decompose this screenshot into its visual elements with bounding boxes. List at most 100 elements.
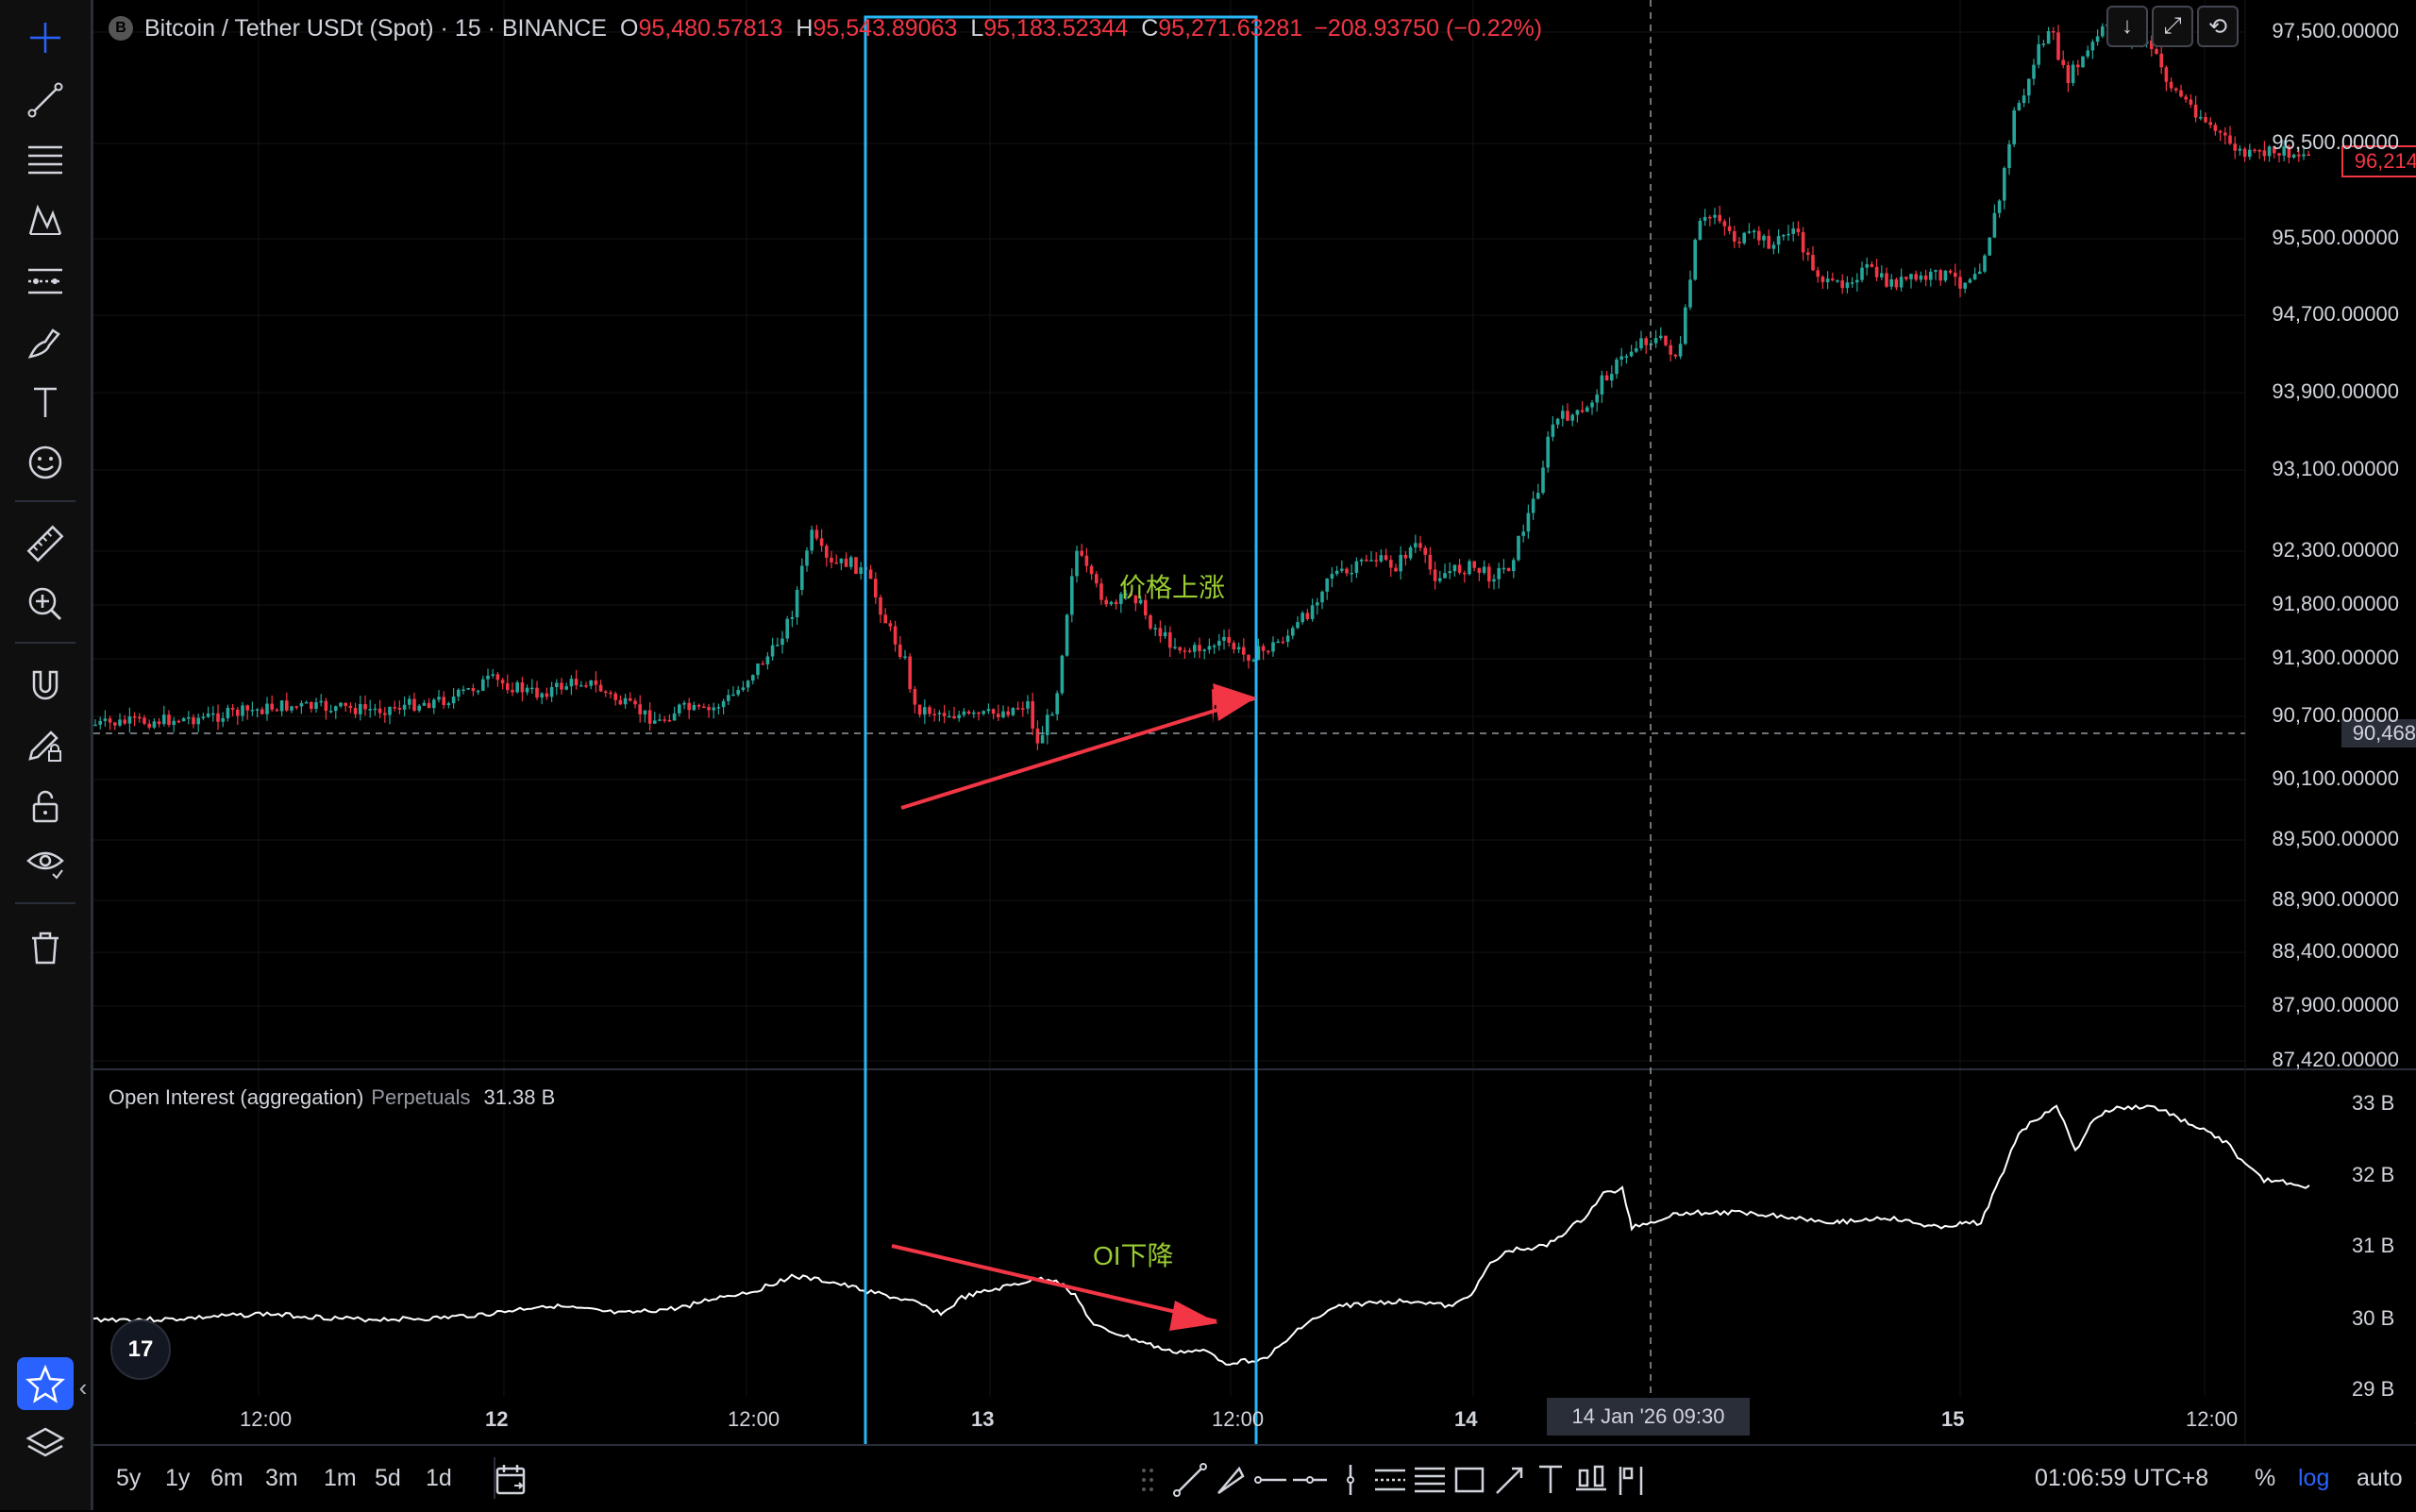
candle-body — [417, 705, 421, 711]
auto-scale-button[interactable]: auto — [2357, 1465, 2403, 1491]
settings-button[interactable] — [2409, 1406, 2416, 1440]
candle-body — [1242, 647, 1246, 655]
candle-body — [770, 645, 775, 657]
crosshair-tool[interactable] — [17, 11, 74, 64]
price-up-annotation[interactable]: 价格上涨 — [1119, 573, 1226, 602]
candle-body — [2022, 95, 2026, 104]
fullscreen-button[interactable]: ⤢ — [2152, 6, 2193, 47]
horizontal-line-tool[interactable] — [1285, 1455, 1334, 1504]
prediction-tool[interactable] — [17, 255, 74, 308]
trend-line-tool[interactable] — [1166, 1455, 1215, 1504]
refresh-button[interactable]: ⟲ — [2197, 6, 2239, 47]
text-tool[interactable] — [1526, 1455, 1575, 1504]
candle-body — [211, 713, 215, 715]
clock[interactable]: 01:06:59 UTC+8 — [2035, 1465, 2209, 1491]
candle-body — [1015, 707, 1020, 710]
candle-body — [2223, 132, 2227, 136]
candle-body — [776, 645, 780, 647]
candle-body — [810, 529, 814, 551]
trash-tool[interactable] — [17, 921, 74, 974]
candle-body — [1899, 277, 1904, 288]
candle-body — [363, 703, 367, 710]
candle-body — [1433, 569, 1437, 581]
log-scale-button[interactable]: log — [2298, 1465, 2330, 1491]
fib-tool[interactable] — [17, 134, 74, 187]
emoji-tool[interactable] — [17, 436, 74, 489]
candle-body — [2297, 154, 2301, 157]
favorites-tool[interactable] — [17, 1357, 74, 1410]
chart-area[interactable]: B Bitcoin / Tether USDt (Spot) · 15 · BI… — [93, 0, 2416, 1444]
tradingview-logo[interactable]: 17 — [110, 1319, 171, 1380]
candle-body — [1776, 236, 1781, 245]
price-axis-label: 87,900.00000 — [2272, 993, 2399, 1016]
text-tool[interactable] — [17, 376, 74, 428]
candle-body — [560, 682, 563, 690]
candle-body — [977, 712, 981, 714]
eye-tool[interactable] — [17, 836, 74, 889]
brush-tool[interactable] — [17, 315, 74, 368]
candle-body — [1011, 707, 1015, 715]
rectangle-tool[interactable] — [1445, 1455, 1494, 1504]
candle-body — [265, 703, 269, 714]
candle-body — [569, 679, 574, 687]
candle-body — [1089, 565, 1094, 575]
candlestick-series — [93, 18, 2310, 750]
magnet-tool[interactable] — [17, 659, 74, 712]
candle-body — [879, 596, 882, 615]
ruler-tool[interactable] — [17, 517, 74, 570]
candle-body — [609, 692, 612, 695]
candle-body — [555, 682, 559, 688]
object-tree-tool[interactable] — [17, 1418, 74, 1470]
candle-body — [515, 681, 519, 693]
candle-body — [1688, 279, 1692, 308]
download-button[interactable]: ↓ — [2106, 6, 2148, 47]
long-position-tool[interactable] — [1567, 1455, 1616, 1504]
oi-down-annotation[interactable]: OI下降 — [1093, 1241, 1174, 1270]
candle-body — [584, 685, 588, 687]
candle-body — [1232, 643, 1236, 650]
prediction-icon — [28, 268, 62, 294]
range-button-5y[interactable]: 5y — [116, 1465, 142, 1491]
candle-body — [1080, 550, 1083, 556]
candle-body — [285, 700, 289, 711]
collapse-toolbar-button[interactable]: ‹ — [78, 1373, 88, 1402]
vertical-line-tool[interactable] — [1326, 1455, 1375, 1504]
parallel-channel-tool[interactable] — [1366, 1455, 1415, 1504]
lock-drawing-tool[interactable] — [17, 719, 74, 772]
candle-body — [1742, 232, 1746, 244]
candle-body — [2204, 117, 2207, 123]
pattern-tool[interactable] — [17, 194, 74, 247]
trend-line-tool[interactable] — [17, 74, 74, 126]
range-button-1d[interactable]: 1d — [426, 1465, 452, 1491]
unlock-tool[interactable] — [17, 780, 74, 832]
range-button-6m[interactable]: 6m — [210, 1465, 243, 1491]
candle-body — [457, 689, 461, 697]
range-button-5d[interactable]: 5d — [375, 1465, 401, 1491]
oi-name[interactable]: Open Interest (aggregation) — [109, 1085, 364, 1109]
range-button-3m[interactable]: 3m — [265, 1465, 298, 1491]
short-position-tool[interactable] — [1607, 1455, 1656, 1504]
chart-canvas[interactable] — [93, 0, 2416, 1444]
horizontal-ray-tool[interactable] — [1245, 1455, 1294, 1504]
candle-body — [98, 720, 102, 725]
candle-body — [157, 721, 161, 725]
oi-type: Perpetuals — [371, 1085, 471, 1109]
candle-body — [1173, 647, 1177, 648]
candle-body — [2081, 56, 2085, 68]
arrow-tool[interactable] — [1485, 1455, 1535, 1504]
trash-icon — [32, 932, 59, 965]
percent-scale-button[interactable]: % — [2255, 1465, 2276, 1491]
ray-tool[interactable] — [1205, 1455, 1254, 1504]
star-icon — [25, 1364, 66, 1403]
range-button-1y[interactable]: 1y — [165, 1465, 191, 1491]
fib-retracement-tool[interactable] — [1405, 1455, 1454, 1504]
candle-body — [2046, 30, 2051, 44]
goto-date-button[interactable] — [490, 1459, 531, 1501]
candle-body — [1664, 335, 1668, 345]
zoom-tool[interactable] — [17, 578, 74, 630]
candle-body — [966, 711, 971, 714]
range-button-1m[interactable]: 1m — [324, 1465, 357, 1491]
candle-body — [1482, 566, 1486, 573]
drag-handle-tool[interactable] — [1125, 1455, 1174, 1504]
symbol-title[interactable]: Bitcoin / Tether USDt (Spot) · 15 · BINA… — [144, 14, 607, 42]
